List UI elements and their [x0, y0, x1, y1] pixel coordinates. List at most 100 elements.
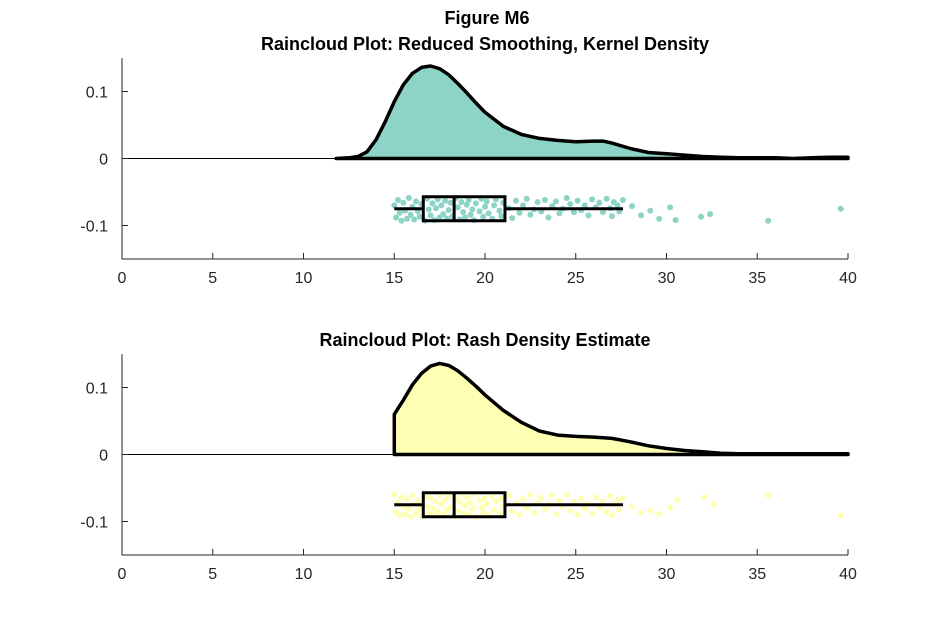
rain-point — [556, 497, 563, 504]
rain-point — [837, 205, 844, 212]
rain-point — [433, 498, 439, 505]
rain-point — [509, 215, 516, 222]
rain-point — [614, 202, 621, 209]
rain-point — [585, 212, 592, 219]
rain-point — [476, 497, 483, 504]
rain-point — [552, 198, 559, 205]
rain-point — [837, 512, 844, 519]
rain-point — [460, 509, 467, 516]
rain-point — [531, 509, 537, 516]
rain-point — [425, 510, 432, 517]
rain-point — [423, 503, 430, 510]
rain-point — [498, 495, 505, 502]
rain-point — [516, 511, 523, 518]
x-tick-label: 40 — [839, 270, 857, 287]
rain-point — [581, 505, 588, 512]
rain-point — [402, 511, 409, 518]
rain-point — [491, 202, 498, 209]
rain-point — [496, 207, 503, 214]
rain-point — [429, 200, 436, 207]
rain-point — [505, 492, 512, 499]
rain-point — [478, 504, 485, 511]
rain-point — [480, 509, 487, 516]
rain-point — [416, 213, 423, 220]
figure-title: Figure M6 — [444, 8, 529, 28]
rain-point — [391, 491, 398, 498]
rain-point — [574, 511, 581, 518]
rain-point — [405, 195, 412, 201]
rain-point — [638, 212, 645, 219]
rain-point — [600, 209, 606, 216]
x-tick-label: 30 — [658, 566, 676, 583]
x-tick-label: 30 — [658, 270, 676, 287]
rain-point — [467, 211, 474, 218]
rain-point — [429, 505, 436, 512]
rain-point — [405, 505, 412, 512]
rain-point — [541, 506, 548, 513]
rain-point — [701, 494, 708, 501]
x-tick-label: 0 — [118, 270, 127, 287]
rain-point — [398, 494, 405, 501]
rain-point — [413, 198, 419, 205]
rain-point — [407, 513, 414, 520]
rain-point — [438, 501, 445, 508]
rain-point — [520, 495, 527, 502]
x-tick-label: 20 — [476, 270, 494, 287]
rain-point — [427, 495, 434, 502]
y-tick-label: -0.1 — [80, 515, 108, 532]
rain-point — [438, 202, 445, 209]
rain-point — [667, 504, 674, 511]
rain-point — [596, 199, 603, 206]
x-tick-label: 10 — [295, 270, 313, 287]
rain-point — [545, 214, 552, 221]
rain-point — [574, 197, 581, 204]
raincloud-panel-rash: Raincloud Plot: Rash Density Estimate 0 5 1… — [80, 330, 857, 583]
y-tick-label: 0.1 — [86, 85, 108, 102]
chart-title: Raincloud Plot: Rash Density Estimate — [319, 330, 650, 350]
rain-point — [462, 502, 468, 509]
rain-point — [656, 215, 663, 222]
rain-point — [442, 197, 449, 204]
rain-point — [483, 198, 490, 205]
rain-point — [489, 493, 496, 499]
rain-point — [509, 508, 516, 515]
rain-point — [433, 205, 439, 212]
rain-point — [469, 206, 476, 213]
rain-point — [404, 496, 410, 503]
x-tick-label: 5 — [208, 566, 217, 583]
rain-point — [609, 512, 615, 519]
x-tick-label: 10 — [295, 566, 313, 583]
rain-point — [491, 507, 498, 514]
rain-point — [425, 206, 432, 213]
y-tick-label: -0.1 — [80, 219, 108, 236]
y-tick-label: 0 — [99, 152, 108, 169]
chart-title: Raincloud Plot: Reduced Smoothing, Kerne… — [261, 34, 709, 54]
rain-point — [447, 199, 454, 206]
rain-point — [463, 494, 470, 501]
rain-point — [391, 202, 398, 209]
rain-point — [527, 491, 534, 498]
rain-point — [707, 211, 714, 218]
rain-point — [516, 209, 523, 216]
rain-point — [629, 203, 635, 210]
rain-point — [609, 213, 615, 220]
y-tick-label: 0 — [99, 448, 108, 465]
x-tick-label: 40 — [839, 566, 857, 583]
rain-point — [445, 207, 452, 214]
rain-point — [434, 508, 441, 515]
rain-point — [458, 199, 465, 206]
rain-point — [440, 211, 447, 218]
x-tick-label: 0 — [118, 566, 127, 583]
rain-point — [619, 495, 626, 502]
rain-point — [407, 211, 414, 218]
rain-point — [672, 217, 679, 224]
rain-point — [710, 501, 717, 508]
x-tick-label: 15 — [385, 270, 403, 287]
rain-point — [600, 498, 606, 505]
rain-point — [538, 494, 545, 501]
rain-point — [534, 199, 541, 206]
rain-point — [527, 211, 534, 218]
rain-point — [567, 507, 574, 514]
rain-point — [570, 209, 577, 216]
